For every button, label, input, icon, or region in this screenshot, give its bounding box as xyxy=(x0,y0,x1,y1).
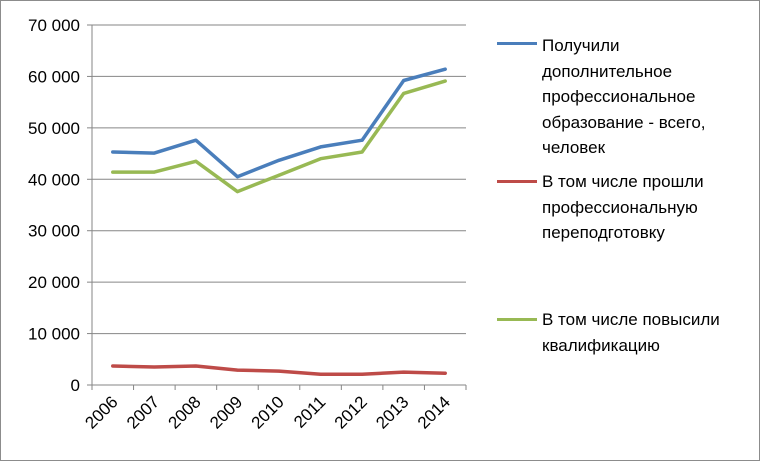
legend-swatch-qualification xyxy=(497,318,537,321)
x-tick-label: 2006 xyxy=(81,392,121,432)
data-point-1 xyxy=(443,371,447,375)
y-tick-label: 40 000 xyxy=(28,170,80,189)
y-tick-label: 50 000 xyxy=(28,119,80,138)
legend-swatch-retraining xyxy=(497,180,537,183)
data-point-0 xyxy=(111,150,115,154)
y-tick-label: 10 000 xyxy=(28,325,80,344)
x-tick-label: 2009 xyxy=(206,392,246,432)
x-tick-label: 2008 xyxy=(165,392,205,432)
x-tick-label: 2010 xyxy=(248,392,288,432)
y-tick-label: 20 000 xyxy=(28,273,80,292)
data-point-1 xyxy=(152,365,156,369)
data-point-2 xyxy=(277,173,281,177)
data-point-0 xyxy=(402,79,406,83)
data-point-2 xyxy=(319,157,323,161)
data-point-2 xyxy=(235,190,239,194)
data-point-2 xyxy=(360,150,364,154)
y-tick-label: 70 000 xyxy=(28,16,80,35)
data-point-2 xyxy=(152,170,156,174)
data-point-1 xyxy=(235,368,239,372)
data-point-0 xyxy=(319,145,323,149)
data-point-1 xyxy=(111,364,115,368)
data-point-2 xyxy=(443,79,447,83)
y-tick-label: 0 xyxy=(71,376,80,395)
data-point-0 xyxy=(277,158,281,162)
data-point-1 xyxy=(277,369,281,373)
data-point-1 xyxy=(402,370,406,374)
x-tick-label: 2007 xyxy=(123,392,163,432)
data-point-0 xyxy=(194,138,198,142)
legend-label-qualification: В том числе повысили квалификацию xyxy=(542,310,720,355)
data-point-1 xyxy=(319,372,323,376)
x-tick-label: 2014 xyxy=(414,392,454,432)
data-point-2 xyxy=(194,159,198,163)
data-point-0 xyxy=(360,138,364,142)
data-point-1 xyxy=(194,364,198,368)
data-point-1 xyxy=(360,372,364,376)
data-point-0 xyxy=(235,175,239,179)
data-point-0 xyxy=(443,67,447,71)
x-tick-label: 2013 xyxy=(372,392,412,432)
data-point-2 xyxy=(402,91,406,95)
legend-swatch-total xyxy=(497,42,537,45)
legend-label-retraining: В том числе прошли профессиональную пере… xyxy=(542,172,704,242)
x-tick-label: 2011 xyxy=(290,392,329,431)
legend-label-total: Получили дополнительное профессиональное… xyxy=(542,36,706,157)
data-point-0 xyxy=(152,151,156,155)
y-tick-label: 60 000 xyxy=(28,67,80,86)
y-tick-label: 30 000 xyxy=(28,222,80,241)
x-tick-label: 2012 xyxy=(331,392,371,432)
data-point-2 xyxy=(111,170,115,174)
